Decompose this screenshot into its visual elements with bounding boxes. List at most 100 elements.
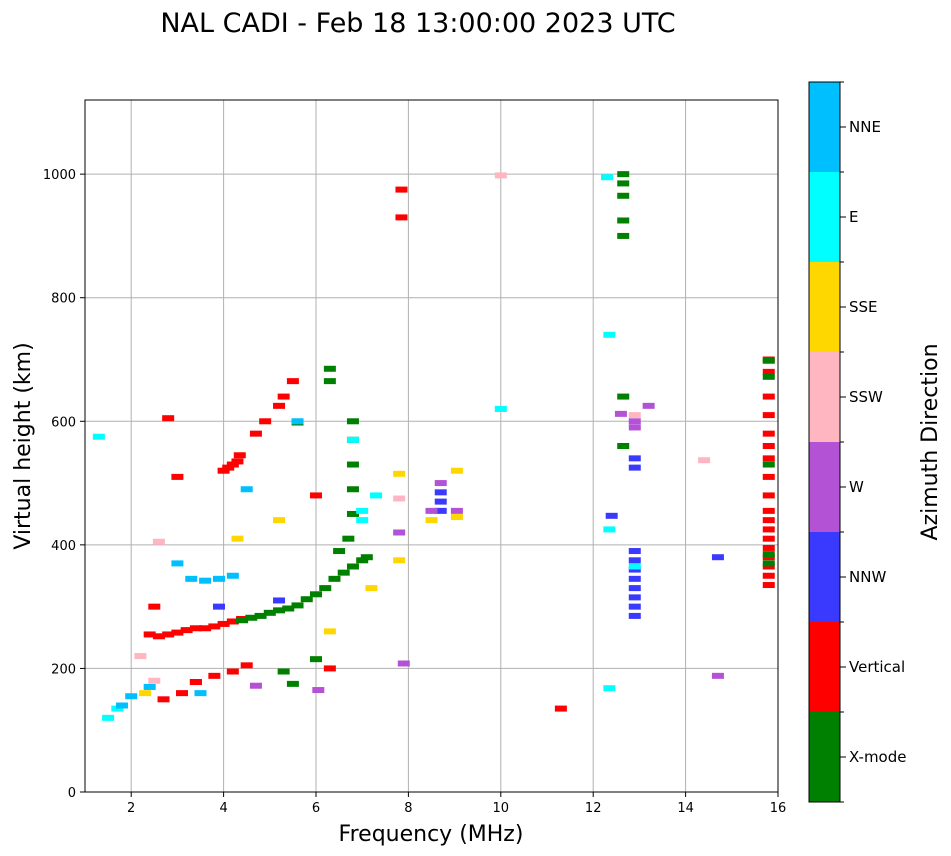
data-point bbox=[762, 461, 775, 468]
data-point bbox=[494, 172, 507, 179]
data-point bbox=[263, 609, 276, 616]
data-point bbox=[208, 672, 221, 679]
data-point bbox=[762, 357, 775, 364]
data-point bbox=[115, 702, 128, 709]
series-w bbox=[249, 402, 724, 694]
data-point bbox=[291, 602, 304, 609]
data-point bbox=[711, 672, 724, 679]
data-point bbox=[617, 192, 630, 199]
data-point bbox=[628, 594, 641, 601]
data-point bbox=[273, 517, 286, 524]
data-point bbox=[617, 180, 630, 187]
colorbar-label-w: W bbox=[849, 478, 864, 496]
colorbar-label-e: E bbox=[849, 208, 858, 226]
data-point bbox=[365, 585, 378, 592]
x-axis-label: Frequency (MHz) bbox=[339, 822, 524, 847]
data-points bbox=[92, 171, 775, 721]
data-point bbox=[711, 554, 724, 561]
colorbar-label-sse: SSE bbox=[849, 298, 878, 316]
data-point bbox=[762, 582, 775, 589]
data-point bbox=[617, 171, 630, 178]
x-tick-label: 2 bbox=[127, 801, 135, 816]
data-point bbox=[259, 418, 272, 425]
data-point bbox=[249, 430, 262, 437]
colorbar-segment bbox=[809, 82, 840, 172]
data-point bbox=[346, 461, 359, 468]
data-point bbox=[434, 480, 447, 487]
data-point bbox=[346, 436, 359, 443]
series-nnw bbox=[212, 455, 724, 619]
data-point bbox=[212, 603, 225, 610]
data-point bbox=[143, 683, 156, 690]
data-point bbox=[605, 512, 618, 519]
data-point bbox=[226, 668, 239, 675]
data-point bbox=[222, 464, 235, 471]
data-point bbox=[628, 455, 641, 462]
data-point bbox=[323, 628, 336, 635]
data-point bbox=[762, 393, 775, 400]
y-axis-label: Virtual height (km) bbox=[11, 342, 36, 549]
data-point bbox=[199, 625, 212, 632]
data-point bbox=[226, 618, 239, 625]
data-point bbox=[762, 492, 775, 499]
data-point bbox=[346, 418, 359, 425]
colorbar-segment bbox=[809, 262, 840, 352]
y-tick-label: 400 bbox=[51, 539, 76, 554]
series-ssw bbox=[134, 172, 711, 684]
data-point bbox=[762, 368, 775, 375]
data-point bbox=[614, 410, 627, 417]
data-point bbox=[111, 705, 124, 712]
data-point bbox=[148, 677, 161, 684]
data-point bbox=[628, 612, 641, 619]
data-point bbox=[494, 405, 507, 412]
data-point bbox=[617, 232, 630, 239]
data-point bbox=[628, 575, 641, 582]
series-vertical bbox=[143, 186, 775, 712]
data-point bbox=[601, 174, 614, 181]
data-point bbox=[337, 569, 350, 576]
data-point bbox=[323, 365, 336, 372]
x-axis-ticks: 2 4 6 8 10 12 14 16 bbox=[127, 792, 786, 816]
series-x-mode bbox=[236, 171, 775, 687]
series-e bbox=[92, 174, 641, 721]
x-tick-label: 12 bbox=[585, 801, 602, 816]
data-point bbox=[310, 492, 322, 499]
data-point bbox=[762, 517, 775, 524]
colorbar-segment bbox=[809, 712, 840, 802]
data-point bbox=[139, 690, 152, 697]
grid-lines bbox=[85, 100, 779, 793]
data-point bbox=[346, 510, 359, 517]
colorbar-label: Azimuth Direction bbox=[918, 343, 943, 540]
data-point bbox=[393, 495, 406, 502]
data-point bbox=[157, 696, 170, 703]
x-tick-label: 4 bbox=[219, 801, 227, 816]
data-point bbox=[323, 665, 336, 672]
data-point bbox=[762, 526, 775, 533]
data-point bbox=[180, 627, 193, 634]
y-tick-label: 200 bbox=[51, 662, 76, 677]
data-point bbox=[762, 373, 775, 380]
data-point bbox=[102, 714, 115, 721]
data-point bbox=[199, 577, 212, 584]
data-point bbox=[360, 554, 373, 561]
data-point bbox=[762, 473, 775, 480]
data-point bbox=[628, 563, 641, 570]
data-point bbox=[762, 443, 775, 449]
colorbar-segment bbox=[809, 442, 840, 532]
data-point bbox=[617, 443, 630, 449]
data-point bbox=[342, 535, 355, 542]
data-point bbox=[300, 596, 313, 603]
x-tick-label: 6 bbox=[312, 801, 320, 816]
data-point bbox=[189, 625, 202, 632]
data-point bbox=[310, 656, 322, 663]
data-point bbox=[236, 617, 249, 624]
data-point bbox=[240, 486, 253, 493]
data-point bbox=[762, 544, 775, 551]
data-point bbox=[450, 507, 463, 514]
data-point bbox=[152, 633, 165, 640]
data-point bbox=[171, 473, 184, 480]
colorbar-label-x-mode: X-mode bbox=[849, 748, 906, 766]
data-point bbox=[642, 402, 655, 409]
data-point bbox=[346, 486, 359, 493]
